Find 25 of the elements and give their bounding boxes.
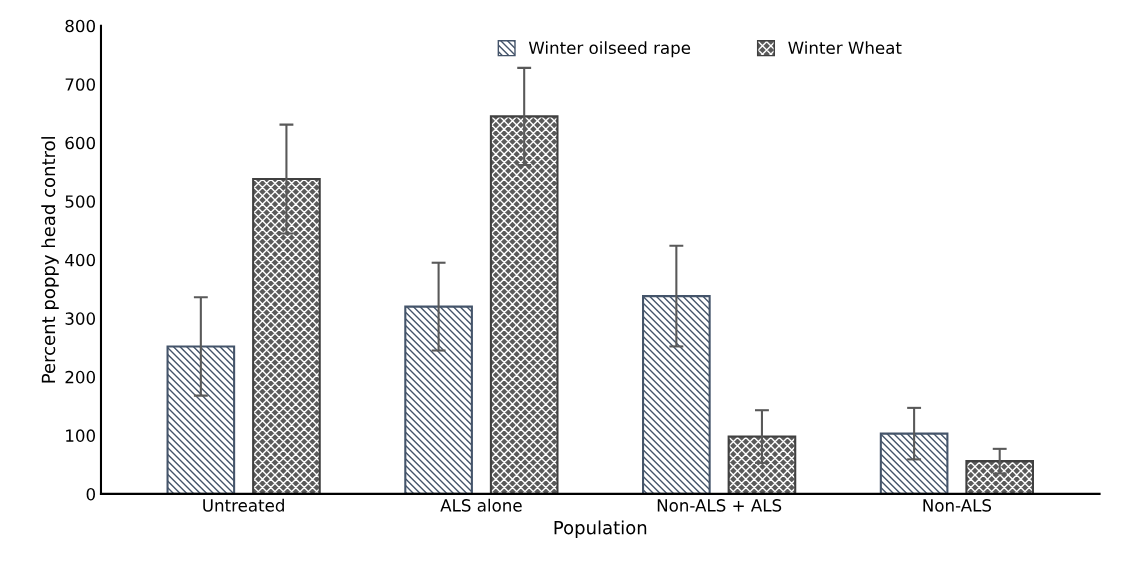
bar (166, 345, 236, 494)
bar (252, 178, 321, 494)
y-tick-label: 300 (65, 312, 96, 325)
y-tick-label: 0 (86, 487, 96, 501)
legend-label: Winter Wheat (788, 41, 902, 55)
bar (879, 432, 949, 494)
x-tick-label: Untreated (203, 498, 284, 512)
y-tick-label: 200 (65, 370, 96, 384)
y-tick-label: 100 (66, 429, 96, 442)
x-axis-title: Population (554, 520, 647, 538)
bar (965, 460, 1035, 494)
bar (642, 295, 711, 494)
legend-label: Winter oilseed rape (528, 41, 691, 58)
y-tick-label: 700 (65, 78, 96, 91)
bar (489, 115, 559, 494)
x-tick-label: Non-ALS + ALS (657, 499, 782, 512)
y-tick-label: 500 (65, 195, 96, 208)
x-tick-label: Non-ALS (923, 499, 992, 512)
y-tick-label: 600 (65, 136, 96, 150)
x-tick-label: ALS alone (440, 498, 522, 512)
y-tick-label: 400 (65, 253, 96, 267)
bar (404, 305, 473, 494)
y-axis-title: Percent poppy head control (41, 137, 59, 383)
bar (727, 435, 797, 494)
y-tick-label: 800 (65, 19, 96, 33)
